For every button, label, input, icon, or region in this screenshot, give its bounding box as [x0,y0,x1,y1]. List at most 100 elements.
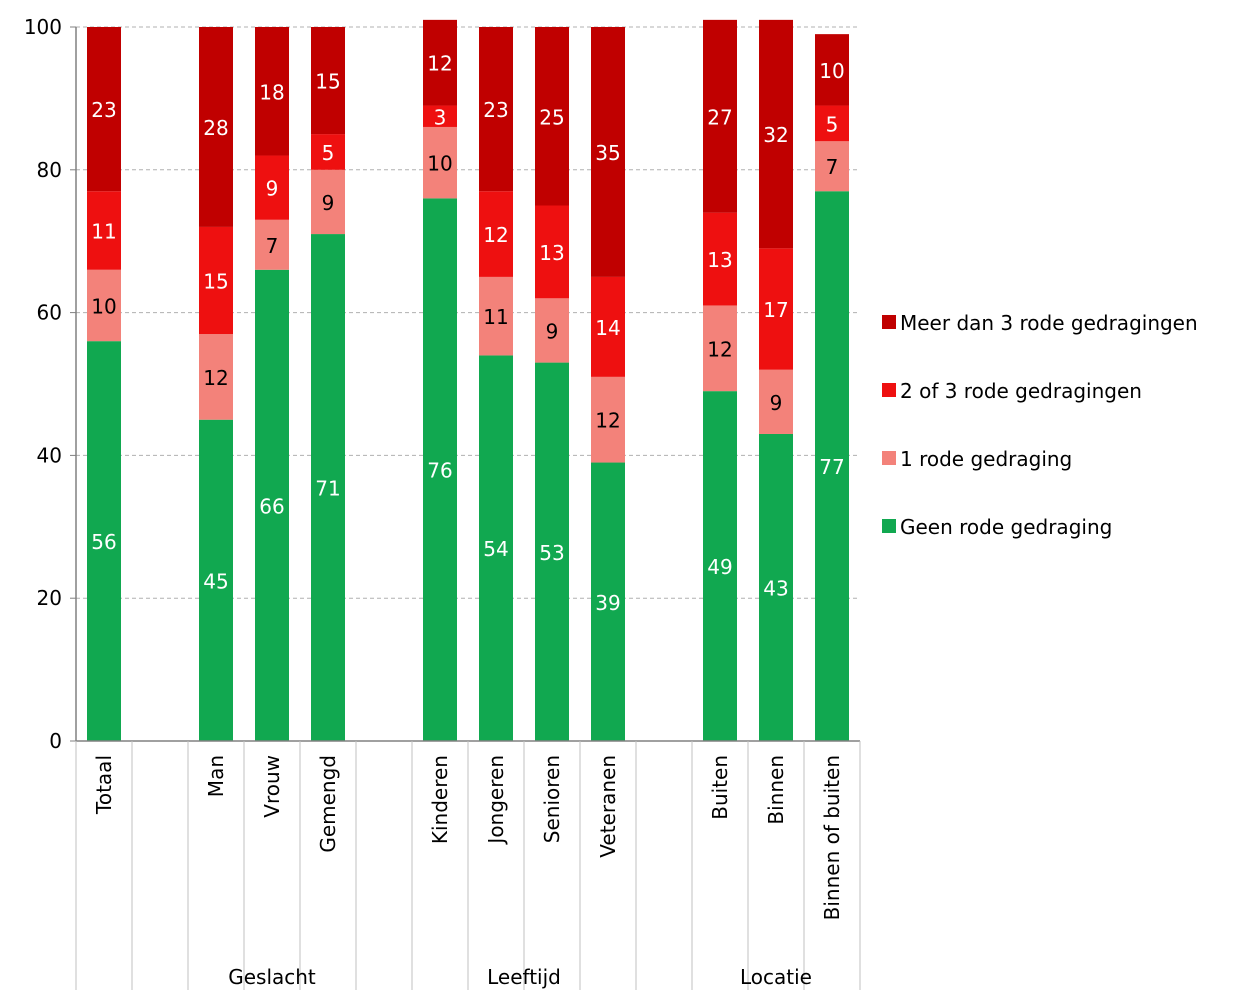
data-labels: 56 10 11 23 45 12 15 28 66 7 9 18 71 9 5 15 76 10 3 12 54 11 1… [91,52,844,615]
x-category-label-kinderen: Kinderen [428,755,452,844]
x-category-label-vrouw: Vrouw [260,755,284,818]
bar-segment-gemengd-geen-rode-gedraging [311,234,345,741]
bar-segment-gemengd-meer-dan-3-rode-gedragingen [311,27,345,135]
x-category-label-binnen-of-buiten: Binnen of buiten [820,755,844,920]
bars [87,19,849,742]
data-label: 12 [483,223,508,247]
x-category-label-jongeren: Jongeren [484,755,508,846]
bar-segment-kinderen-2-of-3-rode-gedragingen [423,105,457,127]
data-label: 3 [434,105,447,129]
data-label: 35 [595,141,620,165]
data-label: 10 [427,152,452,176]
bar-segment-totaal-geen-rode-gedraging [87,341,121,741]
legend: Meer dan 3 rode gedragingen 2 of 3 rode g… [882,311,1198,539]
bar-segment-totaal-2-of-3-rode-gedragingen [87,191,121,270]
data-label: 56 [91,530,116,554]
data-label: 11 [483,305,508,329]
bar-segment-jongeren-meer-dan-3-rode-gedragingen [479,27,513,192]
y-tick-label: 40 [37,443,62,467]
x-category-label-veteranen: Veteranen [596,755,620,858]
x-group-label-geslacht: Geslacht [228,965,316,989]
bar-segment-veteranen-2-of-3-rode-gedragingen [591,276,625,377]
data-label: 7 [266,234,279,258]
data-label: 28 [203,116,228,140]
bar-segment-senioren-2-of-3-rode-gedragingen [535,205,569,299]
bar-segment-binnen-of-buiten-1-rode-gedraging [815,141,849,192]
bar-segment-gemengd-1-rode-gedraging [311,169,345,235]
bar-segment-senioren-geen-rode-gedraging [535,362,569,741]
data-label: 12 [595,409,620,433]
legend-swatch-meer-dan-3-rode-gedragingen [882,315,896,329]
bar-segment-veteranen-geen-rode-gedraging [591,462,625,741]
y-tick-label: 0 [49,729,62,753]
bar-segment-vrouw-meer-dan-3-rode-gedragingen [255,27,289,156]
data-label: 14 [595,316,620,340]
data-label: 71 [315,477,340,501]
data-label: 17 [763,298,788,322]
x-category-label-gemengd: Gemengd [316,755,340,853]
data-label: 66 [259,494,284,518]
bar-segment-senioren-1-rode-gedraging [535,298,569,363]
y-tick-label: 80 [37,158,62,182]
bar-segment-kinderen-1-rode-gedraging [423,126,457,199]
bar-segment-binnen-2-of-3-rode-gedragingen [759,248,793,370]
data-label: 9 [770,391,783,415]
bar-segment-binnen-meer-dan-3-rode-gedragingen [759,19,793,249]
y-tick-label: 20 [37,586,62,610]
x-category-label-senioren: Senioren [540,755,564,843]
data-label: 7 [826,155,839,179]
data-label: 11 [91,219,116,243]
bar-segment-vrouw-geen-rode-gedraging [255,269,289,741]
data-label: 49 [707,555,732,579]
bar-segment-jongeren-1-rode-gedraging [479,276,513,356]
data-label: 23 [483,98,508,122]
x-category-label-binnen: Binnen [764,755,788,825]
bar-segment-binnen-1-rode-gedraging [759,369,793,434]
data-label: 13 [707,248,732,272]
y-axis: 0 20 40 60 80 100 [24,15,77,753]
bar-segment-vrouw-2-of-3-rode-gedragingen [255,155,289,220]
bar-segment-man-geen-rode-gedraging [199,419,233,741]
data-label: 76 [427,459,452,483]
data-label: 39 [595,591,620,615]
data-label: 27 [707,105,732,129]
data-label: 23 [91,98,116,122]
data-label: 18 [259,80,284,104]
bar-segment-buiten-meer-dan-3-rode-gedragingen [703,19,737,213]
legend-label-geen-rode-gedraging: Geen rode gedraging [900,515,1112,539]
bar-segment-totaal-meer-dan-3-rode-gedragingen [87,27,121,192]
data-label: 45 [203,569,228,593]
bar-segment-jongeren-geen-rode-gedraging [479,355,513,741]
bar-segment-buiten-2-of-3-rode-gedragingen [703,212,737,306]
data-label: 53 [539,541,564,565]
data-label: 32 [763,123,788,147]
bar-segment-totaal-1-rode-gedraging [87,269,121,342]
x-group-label-locatie: Locatie [740,965,812,989]
bar-segment-veteranen-meer-dan-3-rode-gedragingen [591,27,625,277]
data-label: 9 [266,177,279,201]
bar-segment-senioren-meer-dan-3-rode-gedragingen [535,27,569,206]
data-label: 13 [539,241,564,265]
legend-label-1-rode-gedraging: 1 rode gedraging [900,447,1072,471]
bar-segment-jongeren-2-of-3-rode-gedragingen [479,191,513,277]
data-label: 15 [203,269,228,293]
legend-swatch-geen-rode-gedraging [882,519,896,533]
y-tick-label: 100 [24,15,62,39]
data-label: 10 [91,294,116,318]
bar-segment-buiten-geen-rode-gedraging [703,391,737,741]
bar-segment-gemengd-2-of-3-rode-gedragingen [311,134,345,170]
gridlines [76,26,860,599]
bar-segment-binnen-of-buiten-meer-dan-3-rode-gedragingen [815,34,849,106]
data-label: 43 [763,576,788,600]
data-label: 25 [539,105,564,129]
data-label: 77 [819,455,844,479]
bar-segment-binnen-geen-rode-gedraging [759,433,793,741]
legend-swatch-2-of-3-rode-gedragingen [882,383,896,397]
x-category-label-buiten: Buiten [708,755,732,820]
bar-segment-kinderen-geen-rode-gedraging [423,198,457,742]
data-label: 12 [707,337,732,361]
bar-segment-vrouw-1-rode-gedraging [255,219,289,270]
bar-segment-binnen-of-buiten-2-of-3-rode-gedragingen [815,105,849,142]
legend-label-meer-dan-3-rode-gedragingen: Meer dan 3 rode gedragingen [900,311,1198,335]
